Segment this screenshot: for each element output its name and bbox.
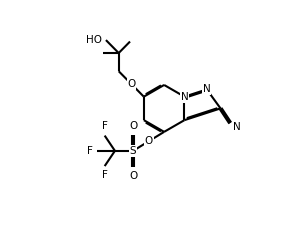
Text: F: F (87, 146, 93, 156)
Text: N: N (181, 92, 188, 102)
Text: F: F (102, 170, 108, 180)
Text: O: O (129, 121, 137, 131)
Text: O: O (127, 79, 136, 89)
Text: N: N (203, 84, 211, 94)
Text: F: F (102, 121, 108, 132)
Text: HO: HO (86, 35, 102, 45)
Text: N: N (233, 122, 241, 132)
Text: O: O (144, 136, 153, 146)
Text: S: S (130, 146, 136, 156)
Text: O: O (129, 171, 137, 181)
